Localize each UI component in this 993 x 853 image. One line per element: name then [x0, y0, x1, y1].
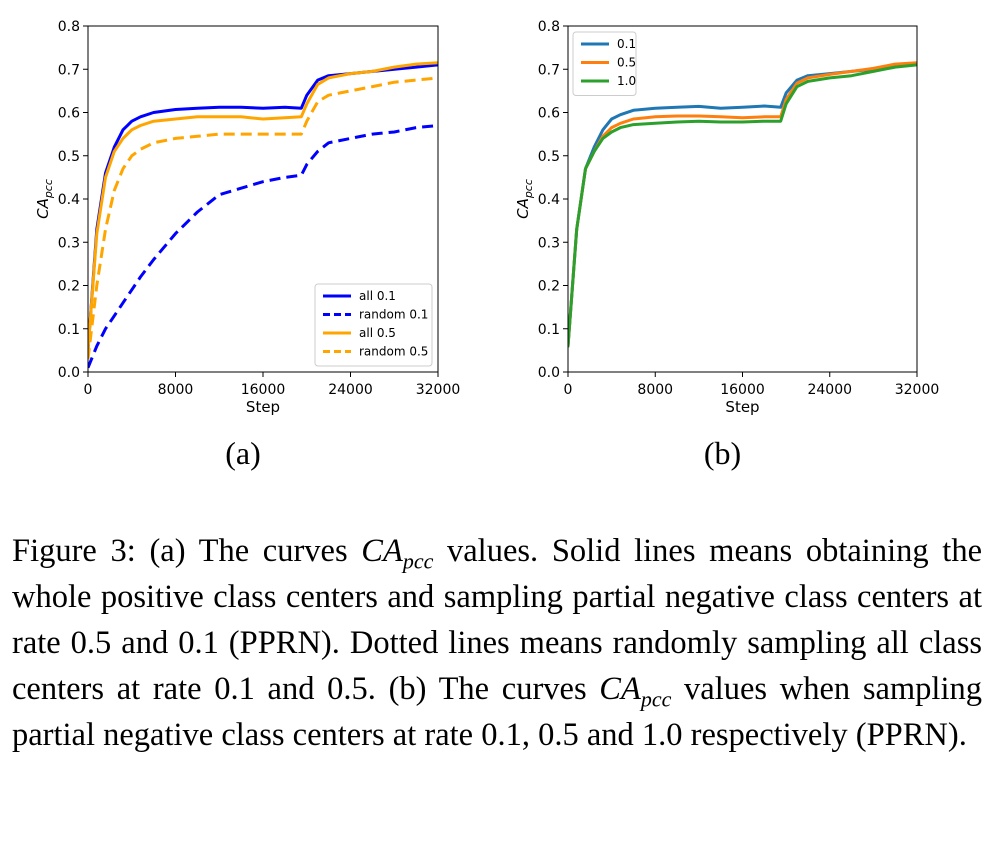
y-tick-label-a-0: 0.0	[58, 365, 80, 381]
legend-label-a-3: random 0.5	[359, 345, 428, 359]
x-tick-b-3: 24000	[807, 372, 852, 398]
legend-label-b-1: 0.5	[617, 56, 636, 70]
legend-label-b-2: 1.0	[617, 74, 636, 88]
y-tick-a-6: 0.6	[58, 106, 88, 122]
panel-label-b: (b)	[704, 435, 741, 471]
y-tick-label-b-3: 0.3	[538, 235, 560, 251]
legend-label-a-1: random 0.1	[359, 308, 428, 322]
x-tick-a-2: 16000	[241, 372, 286, 398]
y-tick-a-3: 0.3	[58, 235, 88, 251]
y-tick-b-7: 0.7	[538, 62, 568, 78]
y-tick-b-8: 0.8	[538, 19, 568, 35]
y-tick-label-b-0: 0.0	[538, 365, 560, 381]
figure-canvas: 0.0 0.1 0.2 0.3 0.4 0.5 0.6 0.7 0.8 0 8000 16000 240…	[34, 19, 939, 471]
chart-panel-a: 0.0 0.1 0.2 0.3 0.4 0.5 0.6 0.7 0.8 0 8000 16000 240…	[34, 19, 460, 471]
y-tick-b-5: 0.5	[538, 149, 568, 165]
series-line-a-2	[88, 61, 438, 352]
x-tick-a-4: 32000	[416, 372, 461, 398]
y-tick-label-b-6: 0.6	[538, 106, 560, 122]
x-tick-a-3: 24000	[328, 372, 373, 398]
y-tick-b-0: 0.0	[538, 365, 568, 381]
y-axis-label-b: CApcc	[514, 179, 535, 219]
y-tick-label-a-3: 0.3	[58, 235, 80, 251]
y-tick-a-1: 0.1	[58, 322, 88, 338]
caption-math-sub-1: pcc	[402, 548, 434, 574]
x-axis-label-b: Step	[725, 398, 759, 416]
x-tick-label-b-0: 0	[564, 382, 573, 398]
y-tick-label-a-6: 0.6	[58, 106, 80, 122]
y-axis-label-main-b: CA	[514, 198, 532, 219]
legend-label-a-2: all 0.5	[359, 326, 396, 340]
caption-math-main-1: CA	[361, 533, 403, 569]
y-tick-a-8: 0.8	[58, 19, 88, 35]
x-tick-b-4: 32000	[895, 372, 940, 398]
y-tick-a-7: 0.7	[58, 62, 88, 78]
x-tick-label-b-1: 8000	[637, 382, 673, 398]
x-tick-label-b-2: 16000	[720, 382, 765, 398]
y-tick-label-a-1: 0.1	[58, 322, 80, 338]
y-tick-label-b-5: 0.5	[538, 149, 560, 165]
y-tick-label-b-2: 0.2	[538, 279, 560, 295]
y-axis-label-a: CApcc	[34, 179, 55, 219]
y-tick-label-b-7: 0.7	[538, 62, 560, 78]
x-tick-b-0: 0	[564, 372, 573, 398]
y-tick-label-a-2: 0.2	[58, 279, 80, 295]
caption-lead: Figure 3: (a) The curves	[12, 533, 362, 569]
x-tick-label-b-3: 24000	[807, 382, 852, 398]
figure-caption: Figure 3: (a) The curves CApcc values. S…	[12, 528, 982, 758]
caption-math-sub-2: pcc	[640, 686, 672, 712]
caption-math-1: CApcc	[361, 533, 433, 572]
y-tick-label-b-8: 0.8	[538, 19, 560, 35]
series-line-a-3	[88, 76, 438, 360]
x-tick-a-0: 0	[84, 372, 93, 398]
y-tick-b-6: 0.6	[538, 106, 568, 122]
x-tick-label-a-4: 32000	[416, 382, 461, 398]
legend-label-b-0: 0.1	[617, 37, 636, 51]
series-line-b-0	[568, 62, 917, 348]
panel-label-a: (a)	[225, 435, 261, 471]
x-tick-label-a-0: 0	[84, 382, 93, 398]
y-tick-b-2: 0.2	[538, 279, 568, 295]
y-tick-a-2: 0.2	[58, 279, 88, 295]
x-tick-label-a-3: 24000	[328, 382, 373, 398]
series-group-a	[88, 61, 438, 369]
caption-math-2: CApcc	[599, 671, 671, 710]
legend-box-a	[314, 283, 433, 367]
x-tick-label-a-1: 8000	[158, 382, 194, 398]
y-tick-a-4: 0.4	[58, 192, 88, 208]
x-tick-label-a-2: 16000	[241, 382, 286, 398]
y-tick-label-a-8: 0.8	[58, 19, 80, 35]
x-tick-b-2: 16000	[720, 372, 765, 398]
y-tick-b-3: 0.3	[538, 235, 568, 251]
caption-part2: values. Solid lines means obtaining the …	[12, 533, 982, 707]
y-tick-label-b-1: 0.1	[538, 322, 560, 338]
x-tick-b-1: 8000	[637, 372, 673, 398]
y-tick-b-4: 0.4	[538, 192, 568, 208]
y-axis-label-sub-b: pcc	[522, 179, 535, 199]
x-axis-label-a: Step	[246, 398, 280, 416]
series-line-b-2	[568, 63, 917, 348]
legend-b: 0.1 0.5 1.0	[572, 31, 637, 96]
y-tick-label-a-7: 0.7	[58, 62, 80, 78]
y-tick-label-b-4: 0.4	[538, 192, 560, 208]
y-axis-label-sub-a: pcc	[42, 179, 55, 199]
y-tick-label-a-4: 0.4	[58, 192, 80, 208]
y-tick-label-a-5: 0.5	[58, 149, 80, 165]
legend-label-a-0: all 0.1	[359, 289, 396, 303]
caption-math-main-2: CA	[599, 671, 641, 707]
x-tick-label-b-4: 32000	[895, 382, 940, 398]
legend-a: all 0.1 random 0.1 all 0.5 random 0.5	[314, 283, 433, 367]
y-axis-label-main-a: CA	[34, 198, 52, 219]
series-line-b-1	[568, 61, 917, 348]
series-group-b	[568, 61, 917, 348]
chart-panel-b: 0.0 0.1 0.2 0.3 0.4 0.5 0.6 0.7 0.8 0 8000 16000 240…	[514, 19, 939, 471]
caption-part3: values when sampling partial negative cl…	[12, 671, 982, 753]
y-tick-a-5: 0.5	[58, 149, 88, 165]
x-tick-a-1: 8000	[158, 372, 194, 398]
y-tick-b-1: 0.1	[538, 322, 568, 338]
y-tick-a-0: 0.0	[58, 365, 88, 381]
series-line-a-1	[88, 124, 438, 369]
